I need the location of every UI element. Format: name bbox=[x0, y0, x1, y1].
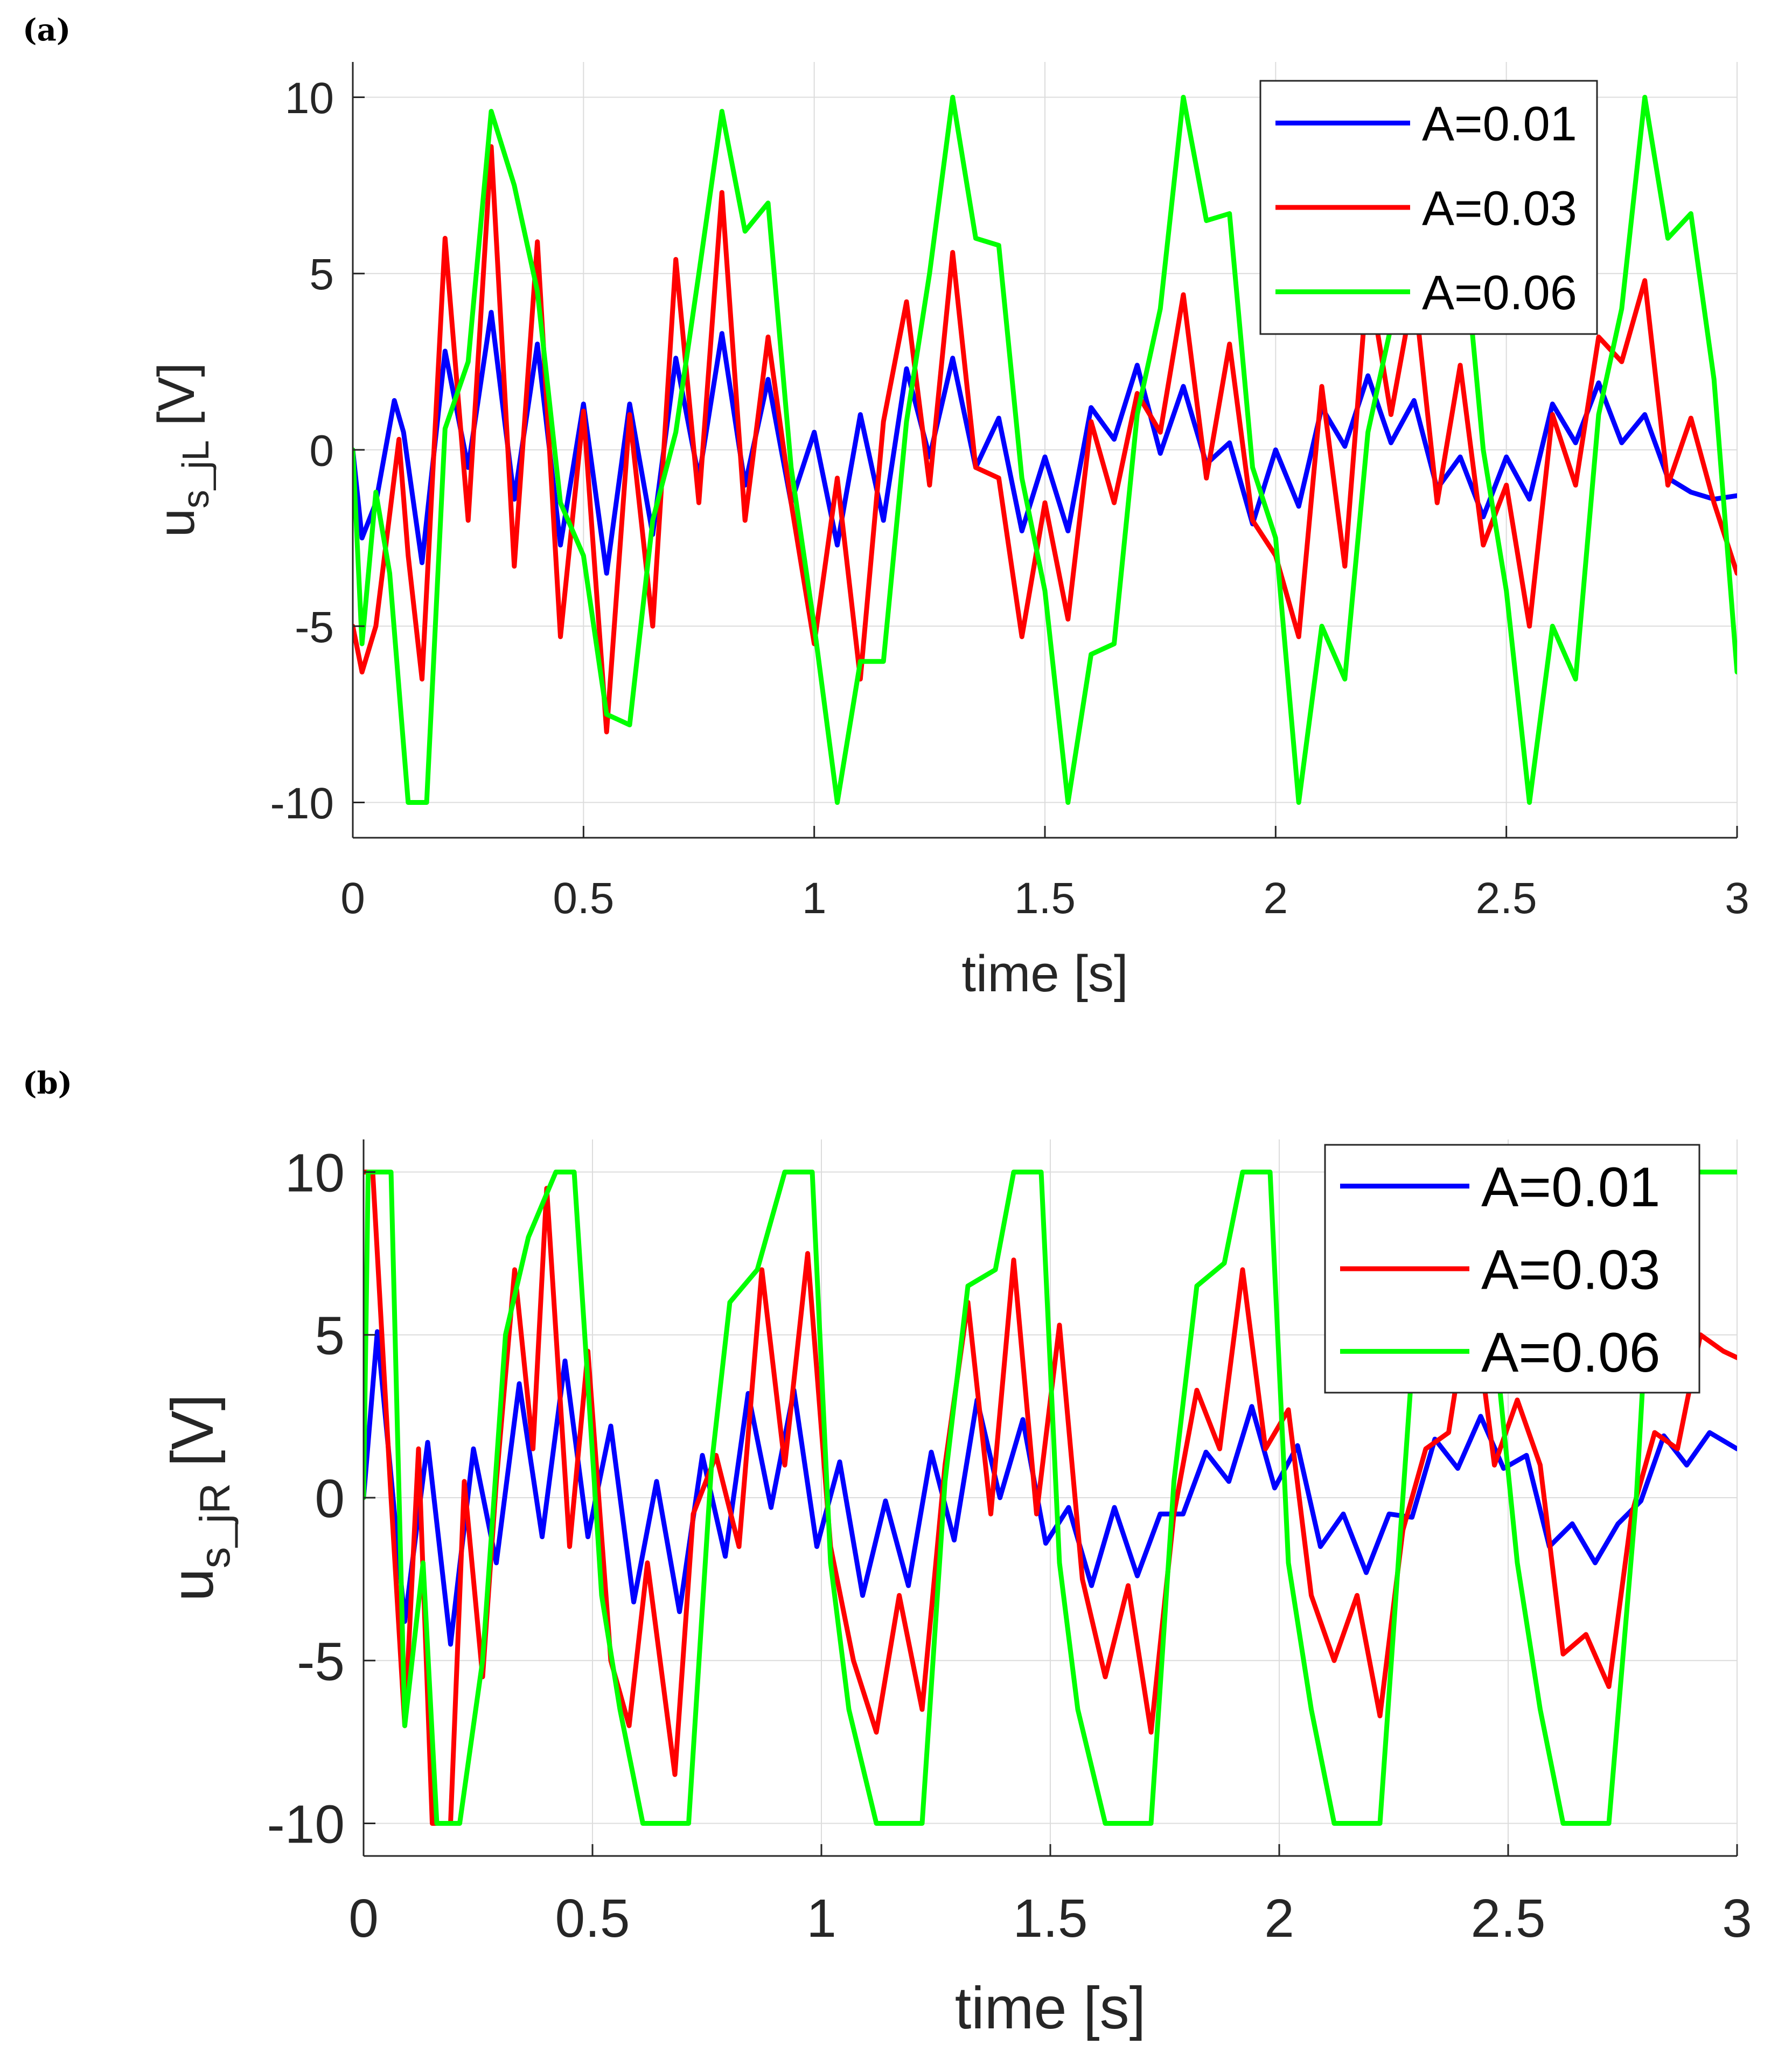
series-line-A=0.06 bbox=[353, 95, 1737, 805]
x-tick-label: 0 bbox=[348, 1888, 379, 1949]
x-tick-label: 1.5 bbox=[1013, 1888, 1087, 1949]
series-line-A=0.03 bbox=[364, 1170, 1737, 1826]
series-group bbox=[364, 1170, 1737, 1826]
x-tick-label: 3 bbox=[1725, 874, 1749, 923]
y-axis-title-subscript: s_jR bbox=[191, 1483, 239, 1568]
x-tick-label: 1.5 bbox=[1014, 874, 1076, 923]
chart-panel-0: (a) 0 0.5 1 1.5 2 2.5 3 -10 -5 0 5 10 time [s] us_jL [… bbox=[23, 12, 1749, 1003]
y-tick-label: 5 bbox=[315, 1306, 345, 1366]
y-tick-label: 10 bbox=[285, 74, 334, 123]
y-tick-label: -10 bbox=[267, 1795, 345, 1855]
y-axis-title-unit: [V] bbox=[159, 1394, 226, 1483]
x-tick-label: 2.5 bbox=[1470, 1888, 1545, 1949]
y-axis-title: us_jL [V] bbox=[148, 363, 217, 537]
y-tick-label: -5 bbox=[295, 603, 334, 652]
y-tick-label: 10 bbox=[285, 1143, 345, 1203]
y-tick-label: -10 bbox=[270, 779, 334, 828]
series-group bbox=[353, 95, 1737, 805]
y-tick-label: -5 bbox=[297, 1631, 345, 1692]
y-axis-title-main: u bbox=[148, 509, 205, 537]
x-tick-label: 2.5 bbox=[1476, 874, 1537, 923]
legend-label: A=0.03 bbox=[1481, 1239, 1661, 1301]
x-tick-label: 2 bbox=[1264, 874, 1288, 923]
legend: A=0.01 A=0.03 A=0.06 bbox=[1259, 80, 1598, 335]
x-tick-label: 1 bbox=[806, 1888, 836, 1949]
chart-panel-1: (b) 0 0.5 1 1.5 2 2.5 3 -10 -5 0 5 10 time [s] us_jR [… bbox=[23, 1066, 1752, 2041]
legend-label: A=0.06 bbox=[1481, 1322, 1661, 1384]
x-tick-label: 0.5 bbox=[555, 1888, 630, 1949]
y-axis-title-subscript: s_jL bbox=[175, 440, 217, 509]
x-tick-label: 2 bbox=[1264, 1888, 1294, 1949]
x-tick-label: 1 bbox=[802, 874, 827, 923]
y-tick-label: 5 bbox=[309, 250, 334, 299]
legend-label: A=0.01 bbox=[1422, 98, 1577, 151]
y-axis-title-main: u bbox=[159, 1568, 226, 1601]
x-tick-label: 0 bbox=[340, 874, 365, 923]
x-axis-title: time [s] bbox=[955, 1975, 1146, 2041]
x-tick-label: 3 bbox=[1722, 1888, 1752, 1949]
y-axis-title-unit: [V] bbox=[148, 363, 205, 440]
y-axis-title: us_jR [V] bbox=[159, 1394, 239, 1602]
legend-label: A=0.03 bbox=[1422, 182, 1577, 235]
series-line-A=0.01 bbox=[364, 1329, 1737, 1647]
legend-label: A=0.06 bbox=[1422, 266, 1577, 320]
legend: A=0.01 A=0.03 A=0.06 bbox=[1324, 1144, 1700, 1394]
y-tick-label: 0 bbox=[309, 427, 334, 476]
panel-label: (b) bbox=[23, 1066, 72, 1101]
panel-label: (a) bbox=[23, 12, 71, 48]
x-tick-label: 0.5 bbox=[553, 874, 614, 923]
series-line-A=0.06 bbox=[364, 1170, 1737, 1826]
legend-label: A=0.01 bbox=[1481, 1156, 1661, 1219]
y-tick-label: 0 bbox=[315, 1469, 345, 1529]
x-axis-title: time [s] bbox=[961, 945, 1128, 1003]
